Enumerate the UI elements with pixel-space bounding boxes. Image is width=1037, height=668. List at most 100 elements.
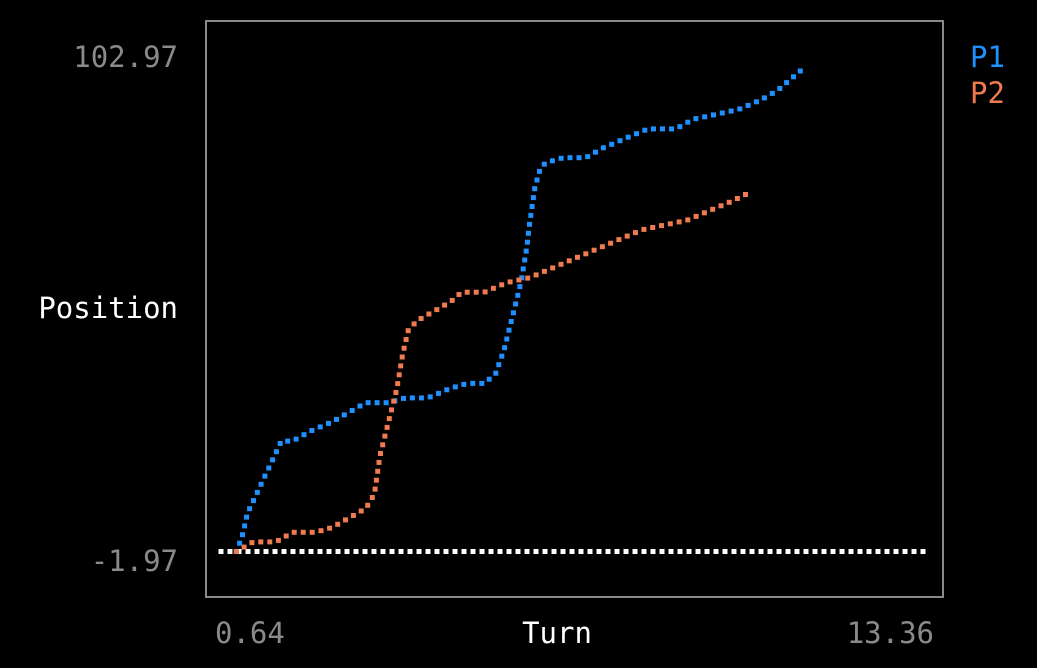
point-p2 [583, 251, 589, 257]
point-p1 [418, 395, 424, 401]
baseline-dot [650, 549, 656, 554]
point-p2 [449, 297, 455, 303]
baseline-dot [335, 549, 341, 554]
baseline-dot [398, 549, 404, 554]
point-p2 [411, 321, 417, 327]
point-p1 [642, 127, 648, 133]
point-p2 [734, 196, 740, 201]
point-p1 [693, 116, 699, 122]
baseline-dot [875, 549, 881, 554]
point-p1 [549, 158, 555, 164]
point-p2 [507, 279, 513, 285]
baseline-dot [695, 549, 701, 554]
baseline-dot [452, 549, 458, 554]
baseline-dot [902, 549, 908, 554]
point-p1 [479, 380, 485, 386]
baseline-dot [821, 549, 827, 554]
point-p2 [335, 521, 341, 527]
baseline-dot [245, 549, 251, 554]
baseline-dot [866, 549, 872, 554]
point-p2 [685, 217, 691, 223]
point-p2 [376, 459, 382, 465]
point-p2 [624, 233, 630, 239]
point-p1 [470, 380, 476, 386]
point-p1 [277, 441, 283, 446]
point-p1 [791, 74, 796, 80]
point-p1 [609, 141, 615, 147]
baseline-dot [389, 549, 395, 554]
baseline-dot [803, 549, 809, 554]
point-p1 [309, 428, 315, 433]
point-p2 [327, 525, 333, 531]
baseline-dot [281, 549, 287, 554]
x-axis-label: Turn [522, 616, 592, 650]
point-p2 [350, 513, 356, 518]
point-p2 [395, 381, 401, 387]
point-p1 [527, 221, 532, 227]
baseline-dot [542, 549, 548, 554]
point-p1 [247, 506, 253, 512]
point-p1 [357, 403, 363, 409]
baseline-dot [830, 549, 836, 554]
baseline-dot [659, 549, 665, 554]
point-p1 [242, 523, 248, 529]
point-p1 [567, 155, 573, 161]
point-p1 [401, 395, 406, 401]
point-p1 [711, 112, 716, 118]
point-p1 [576, 155, 582, 161]
point-p2 [358, 508, 364, 514]
point-p2 [442, 302, 448, 308]
baseline-dot [623, 549, 629, 554]
point-p1 [651, 126, 656, 132]
baseline-dot [515, 549, 521, 554]
baseline-dot [371, 549, 377, 554]
point-p2 [516, 277, 522, 283]
point-p2 [283, 533, 289, 539]
point-p2 [393, 390, 399, 395]
point-p1 [444, 387, 450, 393]
point-p2 [456, 292, 462, 297]
baseline-dot [668, 549, 674, 554]
baseline-dot [524, 549, 530, 554]
point-p1 [520, 266, 526, 272]
point-p1 [508, 319, 514, 324]
point-p1 [522, 257, 528, 263]
baseline-dot [263, 549, 269, 554]
baseline-dot [722, 549, 728, 554]
point-p2 [382, 433, 388, 439]
point-p2 [365, 502, 371, 508]
baseline-dot [272, 549, 278, 554]
point-p2 [473, 289, 479, 295]
point-p1 [349, 408, 355, 413]
point-p1 [797, 68, 803, 74]
point-p1 [519, 275, 525, 281]
baseline-dot [380, 549, 386, 554]
baseline-dot [758, 549, 764, 554]
baseline-dot [416, 549, 422, 554]
point-p1 [534, 177, 540, 183]
point-p2 [318, 528, 324, 534]
baseline-dot [479, 549, 485, 554]
baseline-dot [596, 549, 602, 554]
baseline-dot [290, 549, 296, 554]
baseline-dot [569, 549, 575, 554]
point-p2 [718, 203, 724, 209]
point-p1 [499, 353, 505, 359]
point-p2 [405, 328, 411, 334]
point-p2 [701, 210, 707, 216]
point-p2 [550, 265, 556, 271]
point-p1 [541, 161, 547, 167]
baseline-dot [254, 549, 260, 554]
point-p1 [625, 134, 631, 140]
point-p1 [600, 145, 606, 151]
point-p1 [532, 186, 538, 192]
point-p1 [486, 376, 492, 382]
point-p1 [728, 108, 734, 114]
baseline-dot [407, 549, 413, 554]
point-p2 [608, 240, 614, 246]
point-p2 [710, 206, 716, 212]
point-p2 [743, 192, 748, 197]
point-p2 [399, 354, 405, 360]
baseline-dot [614, 549, 620, 554]
baseline-dot [353, 549, 359, 554]
